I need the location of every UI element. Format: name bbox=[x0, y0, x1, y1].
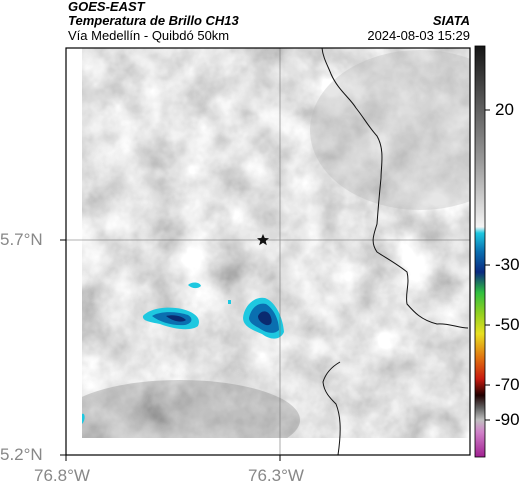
map-gridlines bbox=[66, 48, 470, 455]
x-tick-label: 76.3°W bbox=[248, 466, 304, 485]
axis-ticks bbox=[60, 239, 281, 461]
timestamp-label: 2024-08-03 15:29 bbox=[367, 28, 470, 43]
colorbar-tick-label: -50 bbox=[495, 315, 520, 334]
y-tick-label: 5.2°N bbox=[0, 445, 43, 464]
department-boundary bbox=[321, 47, 469, 329]
star-icon bbox=[257, 234, 269, 246]
colorbar-tick-label: 20 bbox=[495, 100, 514, 119]
y-tick-label: 5.7°N bbox=[0, 230, 43, 249]
colorbar-tick-label: -30 bbox=[495, 255, 520, 274]
colorbar-tick-label: -90 bbox=[495, 410, 520, 429]
plot-frame bbox=[65, 47, 471, 456]
cold-cloud-cell-center bbox=[243, 297, 284, 339]
region-subtitle: Vía Medellín - Quibdó 50km bbox=[68, 28, 230, 43]
product-title: Temperatura de Brillo CH13 bbox=[68, 13, 239, 28]
agency-label: SIATA bbox=[432, 13, 470, 28]
x-tick-label: 76.8°W bbox=[34, 466, 90, 485]
satellite-title: GOES-EAST bbox=[68, 0, 145, 14]
colorbar-tick-label: -70 bbox=[495, 375, 520, 394]
cold-cloud-cell-west bbox=[142, 307, 200, 330]
cold-cloud-speck bbox=[82, 282, 231, 424]
brightness-raster bbox=[82, 48, 470, 438]
colorbar bbox=[474, 45, 490, 458]
department-boundary-south bbox=[322, 361, 341, 456]
